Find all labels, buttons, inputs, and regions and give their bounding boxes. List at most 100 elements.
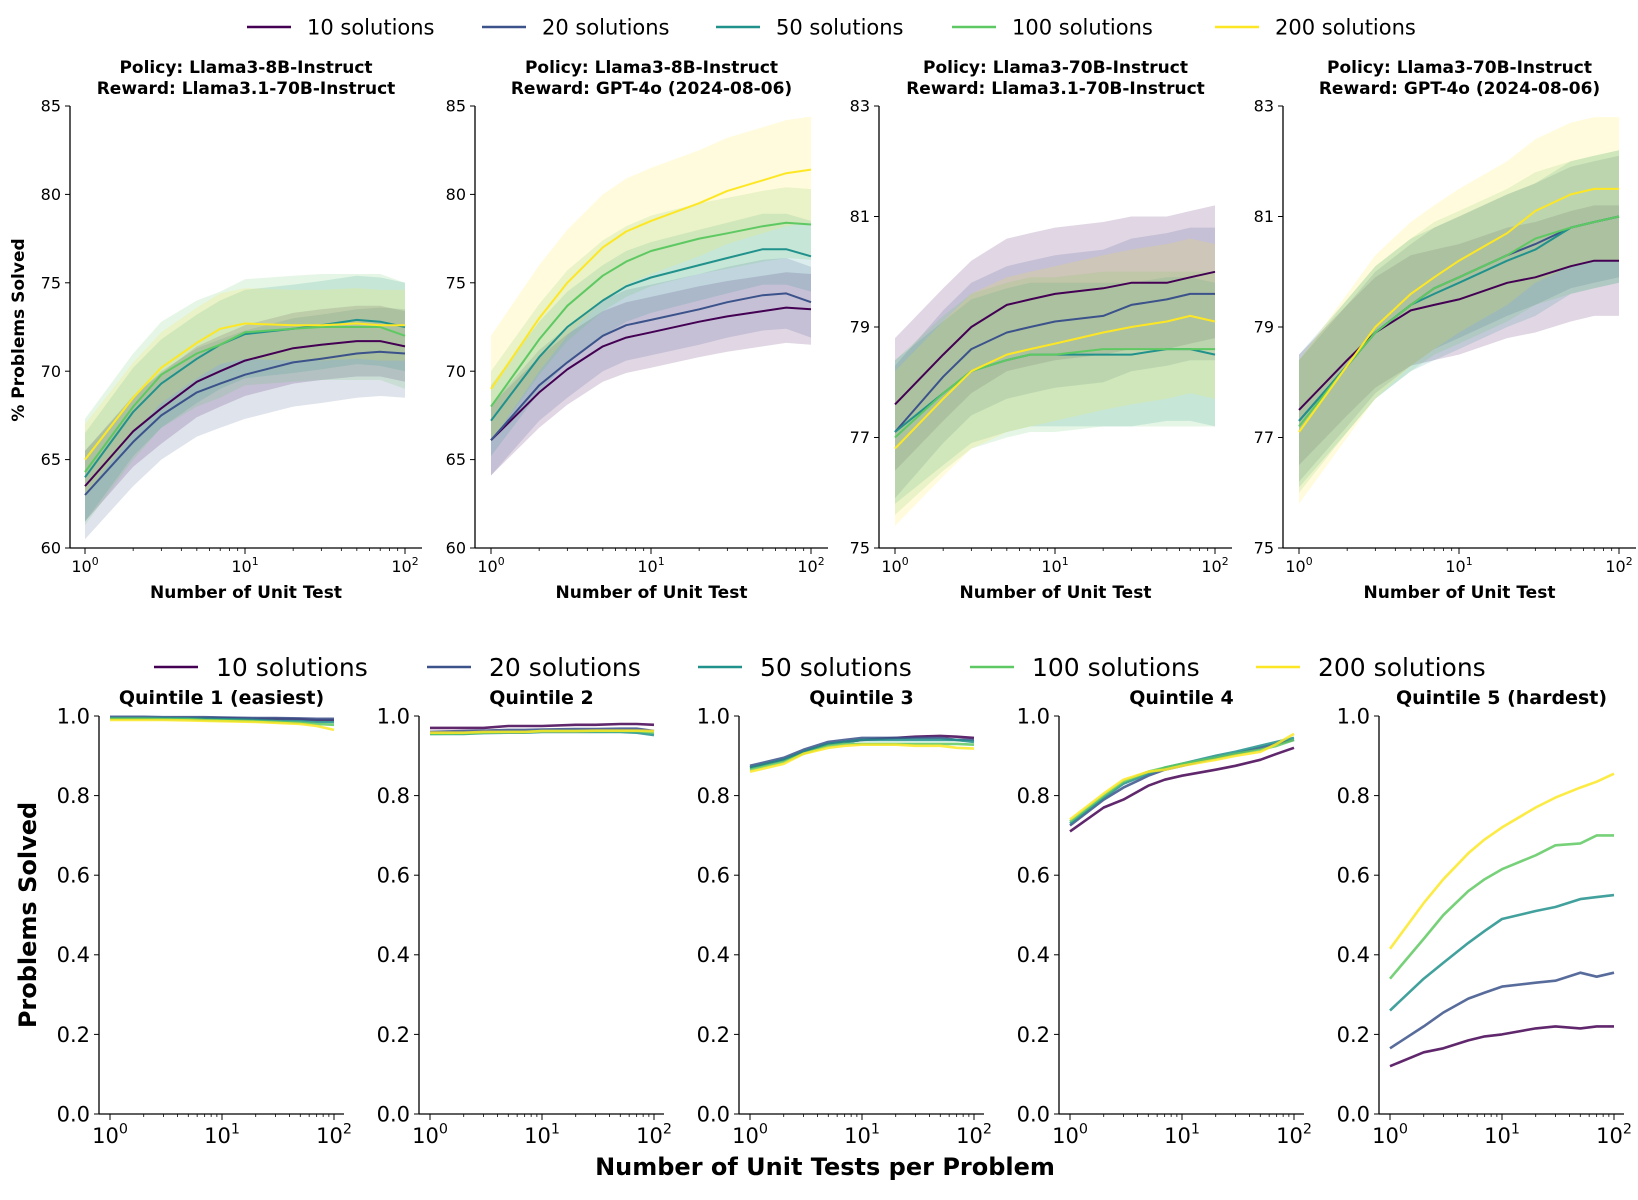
panel-title: Policy: Llama3-8B-Instruct [525, 58, 778, 78]
legend-label: 20 solutions [489, 653, 641, 682]
confidence-band-200-solutions [895, 238, 1215, 526]
series-line-50-solutions [1389, 893, 1615, 1012]
series-line-200-solutions [84, 322, 405, 461]
confidence-band-200-solutions [85, 288, 405, 495]
series-line-100-solutions [1298, 215, 1620, 428]
series-line-20-solutions [1389, 971, 1615, 1050]
y-tick-label: 1.0 [377, 704, 410, 728]
series-line-10-solutions [1389, 1025, 1614, 1068]
legend-label: 20 solutions [542, 16, 670, 40]
y-tick-label: 80 [446, 185, 466, 204]
x-tick-label: 101 [1445, 555, 1472, 576]
y-tick-label: 1.0 [1017, 704, 1050, 728]
y-tick-label: 65 [41, 450, 61, 469]
series-line-100-solutions [84, 326, 406, 473]
x-axis-label: Number of Unit Test [1364, 583, 1556, 603]
y-tick-label: 0.4 [1017, 943, 1050, 967]
x-tick-label: 101 [1164, 1122, 1200, 1148]
y-tick-label: 0.6 [1017, 864, 1050, 888]
x-tick-label: 101 [524, 1122, 560, 1148]
legend-top: 10 solutions 20 solutions 50 solutions 100 … [247, 16, 1416, 40]
legend-label: 50 solutions [776, 16, 904, 40]
confidence-band-100-solutions [895, 271, 1215, 515]
series-line-100-solutions [894, 348, 1215, 439]
confidence-band-10-solutions [491, 272, 811, 476]
y-tick-label: 75 [1254, 539, 1274, 558]
panel-title: Quintile 2 [489, 687, 594, 709]
y-tick-label: 80 [41, 185, 61, 204]
x-tick-label: 101 [231, 555, 258, 576]
bottom-y-axis-label: Problems Solved [14, 802, 42, 1028]
x-tick-label: 100 [1285, 555, 1312, 576]
chart-panel-7: 0.0 0.2 0.4 0.6 0.8 1.0 100 101 102 Quintile 3 [697, 687, 992, 1148]
y-tick-label: 0.2 [1337, 1023, 1370, 1047]
x-tick-label: 100 [71, 555, 98, 576]
y-tick-label: 0.4 [377, 943, 410, 967]
x-tick-label: 101 [204, 1122, 240, 1148]
series-line-20-solutions [84, 350, 406, 496]
panel-title: Policy: Llama3-8B-Instruct [119, 58, 372, 78]
panel-title: Reward: Llama3.1-70B-Instruct [97, 79, 396, 99]
y-tick-label: 70 [41, 362, 61, 381]
confidence-band-10-solutions [1299, 205, 1619, 466]
series-line-10-solutions [84, 340, 406, 487]
y-tick-label: 0.8 [1017, 784, 1050, 808]
series-line-200-solutions [430, 729, 655, 735]
y-tick-label: 1.0 [697, 704, 730, 728]
legend-label: 200 solutions [1318, 653, 1486, 682]
x-tick-label: 101 [1484, 1122, 1520, 1148]
confidence-band-50-solutions [1299, 150, 1619, 488]
series-line-50-solutions [749, 738, 975, 769]
series-line-20-solutions [894, 292, 1215, 433]
y-tick-label: 79 [850, 318, 870, 337]
legend-bottom: 10 solutions 20 solutions 50 solutions 100 … [154, 653, 1486, 682]
y-tick-label: 81 [850, 207, 870, 226]
y-tick-label: 0.8 [57, 784, 90, 808]
x-tick-label: 101 [1041, 555, 1068, 576]
y-tick-label: 0.0 [1017, 1102, 1050, 1126]
top-y-axis-label: % Problems Solved [9, 238, 29, 421]
panel-title: Quintile 4 [1129, 687, 1234, 709]
series-line-10-solutions [430, 722, 655, 730]
y-tick-label: 70 [446, 362, 466, 381]
x-tick-label: 102 [1276, 1122, 1312, 1148]
panel-title: Policy: Llama3-70B-Instruct [923, 58, 1188, 78]
legend-label: 100 solutions [1032, 653, 1200, 682]
y-tick-label: 0.0 [57, 1102, 90, 1126]
y-tick-label: 83 [850, 97, 870, 116]
x-tick-label: 102 [391, 555, 418, 576]
y-tick-label: 0.4 [1337, 943, 1370, 967]
y-tick-label: 0.4 [57, 943, 90, 967]
x-tick-label: 100 [92, 1122, 128, 1148]
confidence-band-20-solutions [895, 227, 1215, 499]
y-tick-label: 0.2 [57, 1023, 90, 1047]
y-tick-label: 0.6 [1337, 864, 1370, 888]
series-line-100-solutions [1389, 834, 1614, 980]
confidence-band-10-solutions [895, 205, 1215, 471]
series-line-20-solutions [429, 727, 655, 734]
y-tick-label: 75 [850, 539, 870, 558]
y-tick-label: 0.8 [377, 784, 410, 808]
x-tick-label: 102 [316, 1122, 352, 1148]
x-tick-label: 102 [1596, 1122, 1632, 1148]
y-tick-label: 0.6 [377, 864, 410, 888]
y-tick-label: 65 [446, 450, 466, 469]
legend-label: 200 solutions [1275, 16, 1416, 40]
y-tick-label: 0.2 [377, 1023, 410, 1047]
x-tick-label: 101 [637, 555, 664, 576]
confidence-band-100-solutions [491, 187, 811, 442]
x-tick-label: 100 [1372, 1122, 1408, 1148]
series-line-20-solutions [490, 292, 812, 441]
series-line-10-solutions [490, 306, 812, 441]
y-tick-label: 77 [1254, 428, 1274, 447]
y-tick-label: 60 [446, 539, 466, 558]
y-tick-label: 83 [1254, 97, 1274, 116]
x-tick-label: 100 [732, 1122, 768, 1148]
y-tick-label: 79 [1254, 318, 1274, 337]
series-line-10-solutions [1069, 746, 1295, 833]
y-tick-label: 0.6 [697, 864, 730, 888]
panel-title: Reward: GPT-4o (2024-08-06) [1319, 79, 1600, 99]
y-tick-label: 0.6 [57, 864, 90, 888]
x-tick-label: 100 [477, 555, 504, 576]
confidence-band-10-solutions [85, 305, 405, 522]
